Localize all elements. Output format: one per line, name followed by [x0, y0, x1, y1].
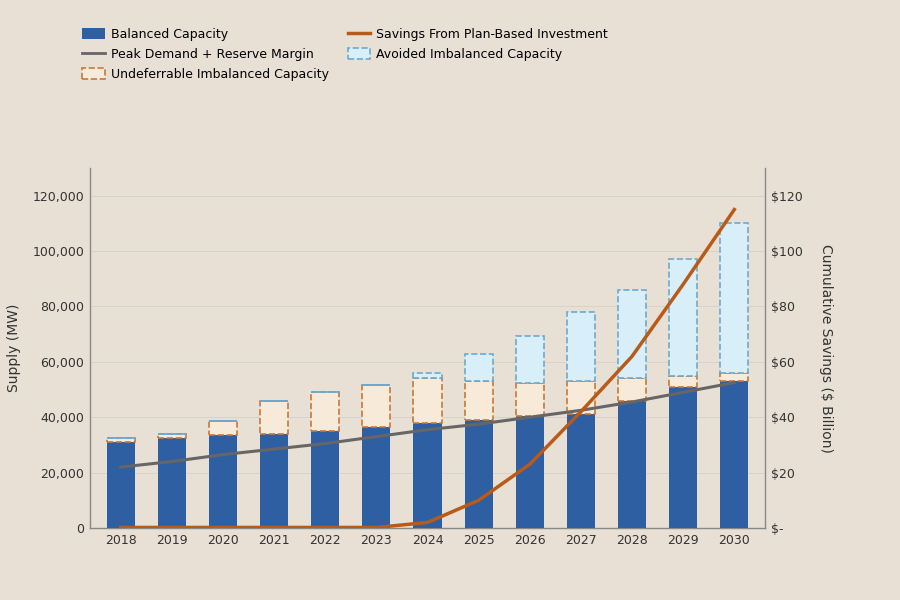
Bar	[669, 376, 698, 387]
Y-axis label: Cumulative Savings ($ Billion): Cumulative Savings ($ Billion)	[819, 244, 833, 452]
Bar	[311, 392, 339, 431]
Bar	[363, 385, 391, 427]
Bar	[567, 312, 595, 381]
Bar	[413, 373, 442, 379]
Bar	[413, 379, 442, 423]
Bar	[209, 421, 237, 435]
Bar	[464, 353, 492, 381]
Bar	[720, 223, 749, 373]
Y-axis label: Supply (MW): Supply (MW)	[7, 304, 22, 392]
Bar	[720, 381, 749, 528]
Bar	[669, 259, 698, 376]
Bar	[464, 420, 492, 528]
Bar	[669, 387, 698, 528]
Bar	[363, 427, 391, 528]
Bar	[413, 423, 442, 528]
Bar	[158, 438, 186, 528]
Bar	[516, 416, 544, 528]
Bar	[618, 290, 646, 379]
Bar	[158, 434, 186, 438]
Bar	[106, 438, 135, 442]
Bar	[464, 381, 492, 420]
Bar	[720, 373, 749, 381]
Bar	[260, 434, 288, 528]
Bar	[567, 415, 595, 528]
Bar	[516, 383, 544, 416]
Bar	[618, 379, 646, 401]
Bar	[106, 442, 135, 528]
Bar	[260, 401, 288, 434]
Bar	[618, 401, 646, 528]
Bar	[209, 435, 237, 528]
Legend: Balanced Capacity, Peak Demand + Reserve Margin, Undeferrable Imbalanced Capacit: Balanced Capacity, Peak Demand + Reserve…	[78, 24, 612, 85]
Bar	[516, 335, 544, 383]
Bar	[311, 431, 339, 528]
Bar	[567, 381, 595, 415]
